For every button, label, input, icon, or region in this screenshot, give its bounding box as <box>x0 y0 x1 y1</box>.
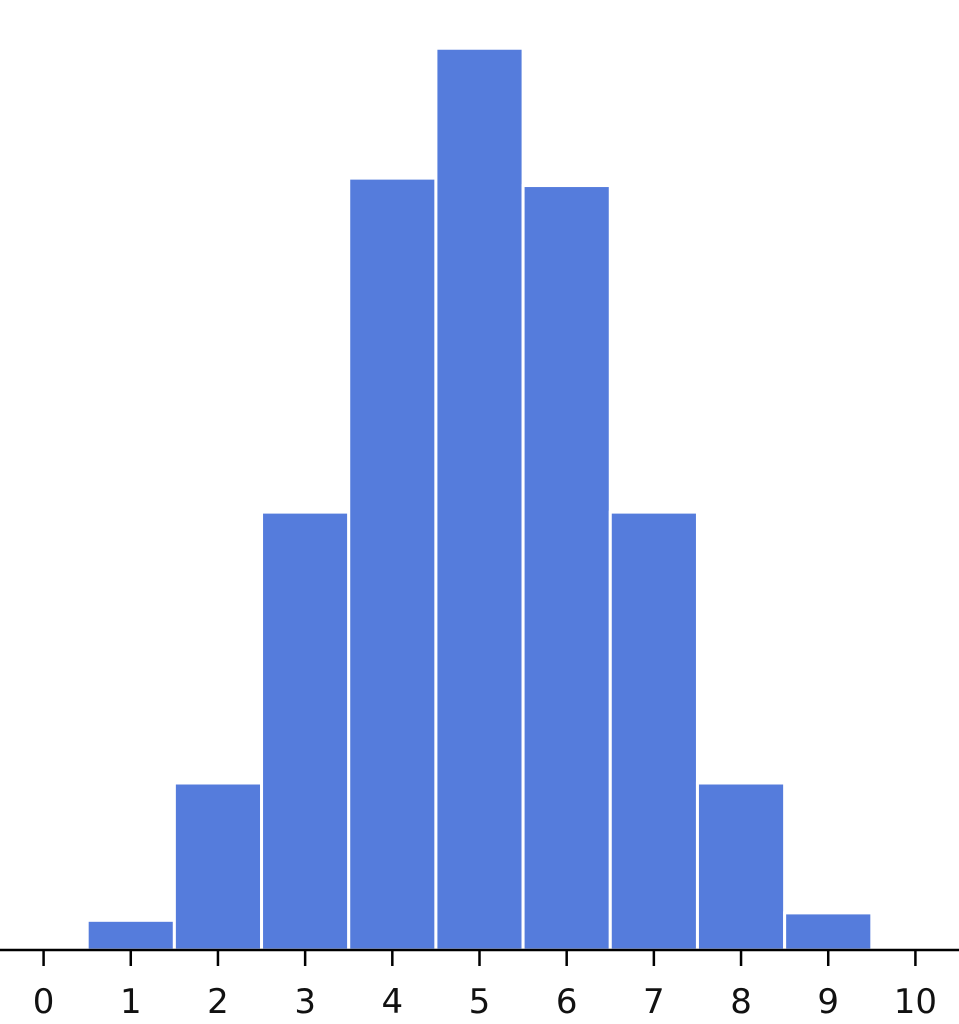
x-tick-label: 3 <box>294 982 316 1022</box>
x-tick-label: 10 <box>894 982 937 1022</box>
x-tick-label: 9 <box>817 982 839 1022</box>
x-tick-label: 4 <box>381 982 403 1022</box>
x-tick-label: 6 <box>556 982 578 1022</box>
bar-9 <box>783 911 874 952</box>
x-ticks: 0 1 2 3 4 5 6 7 8 9 10 <box>33 950 937 1022</box>
bar-4 <box>347 176 438 952</box>
x-tick-label: 2 <box>207 982 229 1022</box>
bar-6 <box>521 184 612 952</box>
bar-3 <box>260 510 351 952</box>
bars <box>85 46 874 952</box>
x-tick-label: 7 <box>643 982 665 1022</box>
x-tick-label: 8 <box>730 982 752 1022</box>
bar-8 <box>695 781 787 952</box>
x-tick-label: 1 <box>120 982 142 1022</box>
bar-2 <box>172 781 264 952</box>
x-tick-label: 5 <box>469 982 491 1022</box>
bar-1 <box>85 918 176 952</box>
bar-5 <box>434 46 525 952</box>
x-tick-label: 0 <box>33 982 55 1022</box>
bar-7 <box>608 510 699 952</box>
